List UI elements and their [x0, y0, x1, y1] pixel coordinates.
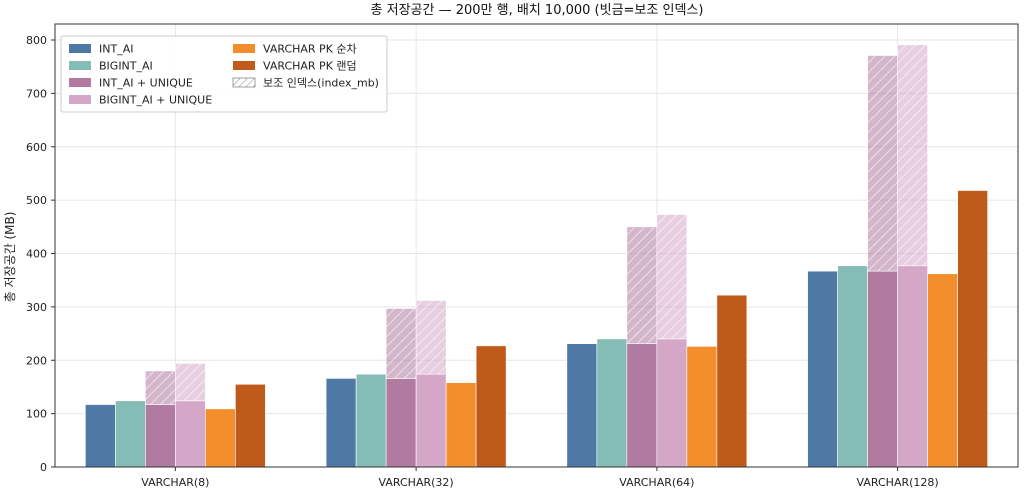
y-axis-title: 총 저장공간 (MB) [3, 212, 17, 303]
plot-area: 0 100 200 300 400 500 600 700 800 VARCHAR(8) VARCH… [26, 23, 1019, 489]
index-bar-hatch [145, 370, 176, 405]
y-tick-label: 400 [26, 248, 47, 261]
x-tick-label: VARCHAR(8) [141, 476, 209, 489]
index-bar-hatch [416, 300, 447, 375]
bar [145, 404, 176, 468]
legend-swatch [69, 95, 91, 104]
y-tick-label: 300 [26, 301, 47, 314]
bar [355, 373, 387, 468]
bar [957, 190, 988, 468]
bar [205, 408, 236, 468]
legend-swatch [233, 61, 255, 70]
y-tick-label: 700 [26, 87, 47, 100]
x-tick-label: VARCHAR(128) [857, 476, 939, 489]
x-tick-label: VARCHAR(64) [619, 476, 694, 489]
legend: INT_AI BIGINT_AI INT_AI + UNIQUE BIGINT_AI … [60, 35, 388, 113]
bar [385, 378, 417, 468]
bar [927, 273, 958, 468]
legend-swatch [233, 44, 255, 53]
bar [445, 382, 477, 468]
bar [686, 346, 718, 468]
bar [115, 400, 146, 468]
y-tick-label: 800 [26, 34, 47, 47]
bar [596, 338, 628, 468]
index-bar-hatch [626, 226, 657, 344]
legend-box [60, 35, 388, 113]
index-bar-hatch [867, 55, 898, 272]
bar [85, 404, 116, 468]
index-bar-hatch [175, 363, 206, 401]
legend-label: VARCHAR PK 랜덤 [263, 60, 357, 73]
plot-frame [54, 23, 1019, 468]
bar [837, 265, 868, 468]
bar [325, 378, 357, 468]
bar [807, 270, 838, 468]
y-tick-label: 500 [26, 194, 47, 207]
y-tick-label: 600 [26, 141, 47, 154]
legend-swatch [69, 44, 91, 53]
chart-title: 총 저장공간 — 200만 행, 배치 10,000 (빗금=보조 인덱스) [371, 2, 704, 18]
legend-label: INT_AI [99, 43, 133, 56]
index-bar-hatch [386, 308, 417, 379]
legend-label: INT_AI + UNIQUE [99, 77, 193, 90]
y-tick-label: 100 [26, 408, 47, 421]
legend-label: 보조 인덱스(index_mb) [263, 77, 379, 90]
bar [415, 373, 447, 468]
legend-label: BIGINT_AI [99, 60, 153, 73]
bar [566, 343, 598, 468]
legend-swatch [69, 61, 91, 70]
index-bar-hatch [897, 44, 928, 266]
bar [867, 270, 898, 468]
bar [475, 345, 507, 468]
bar [626, 343, 658, 468]
bar [656, 338, 688, 468]
bar [175, 400, 206, 468]
legend-label: VARCHAR PK 순차 [263, 43, 357, 56]
y-tick-label: 0 [40, 461, 47, 474]
legend-swatch-hatch-fill [233, 78, 255, 87]
x-tick-label: VARCHAR(32) [379, 476, 454, 489]
bar [716, 294, 748, 468]
legend-swatch [69, 78, 91, 87]
bar [897, 265, 928, 468]
legend-label: BIGINT_AI + UNIQUE [99, 94, 212, 107]
bar [235, 383, 266, 468]
index-bar-hatch [656, 214, 687, 339]
y-tick-label: 200 [26, 354, 47, 367]
